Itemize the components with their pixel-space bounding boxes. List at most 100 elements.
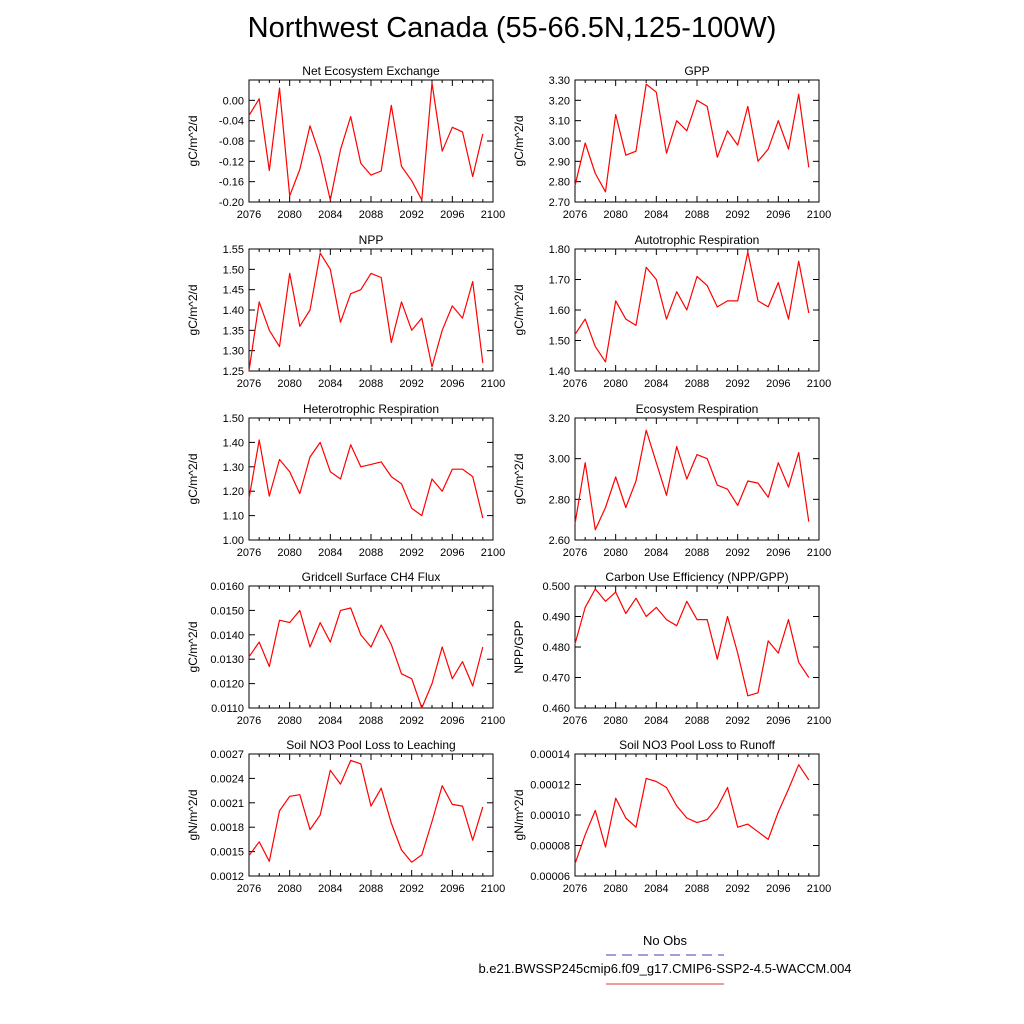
chart-panel: GPP gC/m^2/d 2076 2080 2084 2088 2092 2096 2100 3… [512, 64, 831, 221]
x-tick-label: 2076 [237, 715, 261, 727]
series-line [574, 429, 810, 531]
series-line [574, 588, 810, 697]
y-tick-label: 0.0027 [210, 749, 244, 761]
y-tick-label: 0.00014 [530, 749, 570, 761]
legend: No Obs b.e21.BWSSP245cmip6.f09_g17.CMIP6-… [478, 933, 852, 985]
x-tick-label: 2076 [563, 209, 587, 221]
chart-title: Gridcell Surface CH4 Flux [302, 570, 441, 584]
x-tick-label: 2084 [318, 209, 342, 221]
x-tick-label: 2100 [481, 715, 505, 727]
x-tick-label: 2092 [725, 378, 749, 390]
series-line [574, 251, 810, 363]
y-tick-label: 3.10 [549, 116, 570, 128]
y-tick-label: 1.50 [549, 336, 570, 348]
y-tick-label: 0.0140 [210, 630, 244, 642]
x-tick-label: 2080 [277, 715, 301, 727]
chart-panel: NPP gC/m^2/d 2076 2080 2084 2088 2092 2096 2100 1… [186, 233, 505, 390]
x-tick-label: 2096 [766, 883, 790, 895]
x-tick-label: 2092 [399, 378, 423, 390]
x-tick-label: 2100 [807, 883, 831, 895]
chart-title: Soil NO3 Pool Loss to Leaching [286, 738, 455, 752]
x-tick-label: 2084 [318, 883, 342, 895]
x-tick-label: 2096 [440, 715, 464, 727]
series-line [248, 607, 484, 709]
x-tick-label: 2080 [603, 715, 627, 727]
y-axis-label: gC/m^2/d [186, 622, 200, 673]
x-tick-label: 2084 [644, 547, 668, 559]
x-tick-label: 2096 [440, 209, 464, 221]
y-tick-label: -0.20 [219, 197, 244, 209]
y-tick-label: 0.0160 [210, 581, 244, 593]
x-tick-label: 2092 [725, 547, 749, 559]
chart-panel: Carbon Use Efficiency (NPP/GPP) NPP/GPP 20… [512, 570, 831, 727]
x-tick-label: 2096 [440, 378, 464, 390]
y-tick-label: 0.0018 [210, 822, 244, 834]
y-tick-label: 1.20 [223, 486, 244, 498]
x-tick-label: 2080 [603, 378, 627, 390]
series-line [574, 764, 810, 864]
x-tick-label: 2100 [807, 715, 831, 727]
y-tick-label: 3.30 [549, 75, 570, 87]
x-tick-label: 2080 [277, 883, 301, 895]
x-tick-label: 2096 [766, 715, 790, 727]
chart-panel: Soil NO3 Pool Loss to Leaching gN/m^2/d 20… [186, 738, 505, 895]
x-tick-label: 2092 [399, 715, 423, 727]
x-tick-label: 2088 [685, 209, 709, 221]
y-tick-label: 1.55 [223, 244, 244, 256]
x-tick-label: 2096 [766, 209, 790, 221]
x-tick-label: 2076 [237, 883, 261, 895]
legend-model-label: b.e21.BWSSP245cmip6.f09_g17.CMIP6-SSP2-4… [478, 961, 851, 976]
x-tick-label: 2076 [563, 547, 587, 559]
x-tick-label: 2088 [359, 883, 383, 895]
x-tick-label: 2096 [766, 378, 790, 390]
y-tick-label: 1.70 [549, 275, 570, 287]
y-tick-label: 3.20 [549, 413, 570, 425]
chart-panel: Heterotrophic Respiration gC/m^2/d 2076 208… [186, 402, 505, 559]
y-tick-label: 1.30 [223, 346, 244, 358]
plot-frame [574, 248, 820, 372]
x-tick-label: 2092 [399, 883, 423, 895]
y-tick-label: 0.00 [223, 95, 244, 107]
x-tick-label: 2076 [563, 378, 587, 390]
x-tick-label: 2100 [481, 209, 505, 221]
chart-title: NPP [359, 233, 384, 247]
chart-title: Heterotrophic Respiration [303, 402, 439, 416]
y-tick-label: 1.35 [223, 325, 244, 337]
chart-title: GPP [684, 64, 709, 78]
y-tick-label: 0.0015 [210, 847, 244, 859]
y-tick-label: 0.00008 [530, 841, 570, 853]
y-tick-label: 2.60 [549, 535, 570, 547]
x-tick-label: 2092 [725, 883, 749, 895]
y-tick-label: 2.90 [549, 156, 570, 168]
chart-panel: Autotrophic Respiration gC/m^2/d 2076 2080 2… [512, 233, 831, 390]
x-tick-label: 2100 [807, 547, 831, 559]
x-tick-label: 2084 [644, 883, 668, 895]
y-axis-label: gC/m^2/d [512, 116, 526, 167]
y-tick-label: 3.00 [549, 454, 570, 466]
y-tick-label: 1.45 [223, 285, 244, 297]
x-tick-label: 2088 [685, 715, 709, 727]
chart-panel: Net Ecosystem Exchange gC/m^2/d 2076 2080 20… [186, 64, 505, 221]
y-tick-label: -0.04 [219, 116, 244, 128]
x-tick-label: 2076 [237, 378, 261, 390]
y-axis-label: gN/m^2/d [186, 790, 200, 841]
chart-panel: Gridcell Surface CH4 Flux gC/m^2/d 2076 208… [186, 570, 505, 727]
y-tick-label: 0.0130 [210, 654, 244, 666]
x-tick-label: 2100 [807, 209, 831, 221]
x-tick-label: 2100 [807, 378, 831, 390]
y-tick-label: 1.50 [223, 264, 244, 276]
plot-frame [248, 79, 494, 203]
x-tick-label: 2092 [399, 209, 423, 221]
legend-obs-label: No Obs [643, 933, 688, 948]
y-tick-label: 3.00 [549, 136, 570, 148]
x-tick-label: 2096 [440, 883, 464, 895]
x-tick-label: 2100 [481, 547, 505, 559]
y-tick-label: 0.470 [542, 673, 570, 685]
y-tick-label: 1.10 [223, 511, 244, 523]
x-tick-label: 2084 [644, 209, 668, 221]
y-tick-label: 0.00010 [530, 810, 570, 822]
y-tick-label: 3.20 [549, 95, 570, 107]
y-tick-label: 1.30 [223, 462, 244, 474]
y-axis-label: gC/m^2/d [512, 454, 526, 505]
